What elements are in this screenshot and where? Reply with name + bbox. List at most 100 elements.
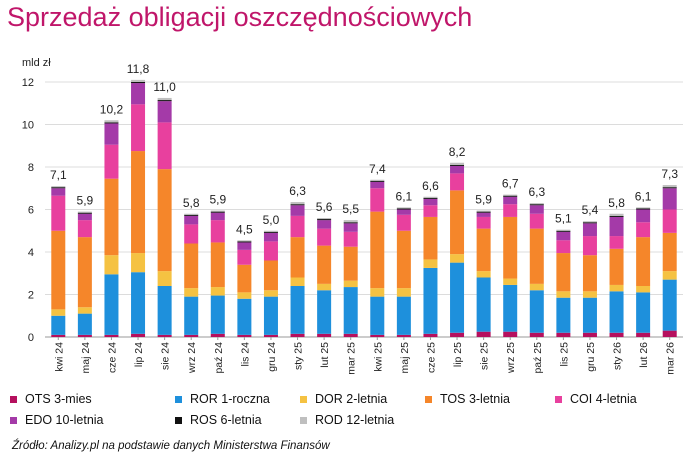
bar-segment bbox=[77, 211, 92, 213]
bar-segment bbox=[476, 212, 491, 217]
bar-segment bbox=[556, 231, 571, 241]
bar-segment bbox=[343, 222, 358, 224]
bar-segment bbox=[396, 296, 411, 335]
total-label: 5,8 bbox=[183, 196, 200, 210]
total-label: 10,2 bbox=[100, 102, 124, 116]
total-label: 7,4 bbox=[369, 162, 386, 176]
bar-segment bbox=[157, 97, 172, 101]
bar-segment bbox=[263, 232, 278, 242]
bar-segment bbox=[476, 228, 491, 272]
bar-segment bbox=[662, 232, 677, 272]
bar-segment bbox=[104, 334, 119, 337]
x-tick-label: lip 24 bbox=[133, 342, 145, 367]
bar-segment bbox=[77, 212, 92, 214]
bar-segment bbox=[210, 333, 225, 337]
bar-segment bbox=[263, 230, 278, 232]
bar-segment bbox=[157, 286, 172, 335]
bar-segment bbox=[396, 207, 411, 209]
y-tick-label: 10 bbox=[22, 120, 34, 132]
total-label: 5,8 bbox=[608, 196, 625, 210]
bar-segment bbox=[396, 288, 411, 297]
bar-segment bbox=[636, 208, 651, 210]
bar-segment bbox=[529, 203, 544, 205]
bar-segment bbox=[317, 245, 332, 284]
bar-segment bbox=[582, 221, 597, 223]
bar-segment bbox=[609, 291, 624, 333]
y-tick-label: 12 bbox=[22, 77, 34, 89]
bar-segment bbox=[370, 296, 385, 335]
bar-segment bbox=[77, 213, 92, 221]
bar-segment bbox=[609, 215, 624, 217]
bar-segment bbox=[370, 288, 385, 297]
bar-segment bbox=[556, 291, 571, 298]
total-label: 5,6 bbox=[316, 200, 333, 214]
legend-label: DOR 2-letnia bbox=[315, 392, 388, 406]
bar-segment bbox=[476, 271, 491, 278]
x-tick-label: lis 25 bbox=[558, 342, 570, 367]
y-axis-label: mld zł bbox=[22, 57, 51, 69]
bar-segment bbox=[104, 123, 119, 145]
bar-segment bbox=[263, 290, 278, 297]
bar-segment bbox=[290, 277, 305, 286]
total-label: 7,3 bbox=[661, 167, 678, 181]
legend-item: OTS 3-mies bbox=[10, 392, 92, 406]
x-tick-label: sie 25 bbox=[479, 342, 491, 370]
total-label: 5,1 bbox=[555, 212, 572, 226]
bar-segment bbox=[131, 79, 146, 82]
bar-segment bbox=[582, 332, 597, 337]
bar-segment bbox=[423, 205, 438, 217]
bar-segment bbox=[476, 277, 491, 332]
legend-swatch bbox=[300, 416, 307, 424]
bar-segment bbox=[503, 216, 518, 279]
source-note: Źródło: Analizy.pl na podstawie danych M… bbox=[12, 440, 330, 452]
bar-segment bbox=[263, 296, 278, 335]
bar-segment bbox=[104, 144, 119, 179]
bar-segment bbox=[184, 213, 199, 215]
bar-segment bbox=[529, 332, 544, 337]
bar-segment bbox=[370, 334, 385, 337]
bar-segment bbox=[582, 255, 597, 292]
bar-segment bbox=[529, 228, 544, 284]
total-label: 6,1 bbox=[396, 189, 413, 203]
bar-segment bbox=[609, 284, 624, 292]
bar-segment bbox=[476, 210, 491, 212]
x-tick-label: paź 25 bbox=[532, 342, 544, 374]
legend-item: TOS 3-letnia bbox=[425, 392, 510, 406]
bar-segment bbox=[131, 272, 146, 334]
bar-segment bbox=[582, 236, 597, 256]
bar-segment bbox=[104, 120, 119, 123]
y-tick-label: 8 bbox=[28, 162, 34, 174]
bar-segment bbox=[51, 187, 66, 189]
bar-segment bbox=[450, 173, 465, 191]
bar-segment bbox=[131, 151, 146, 254]
x-tick-label: lut 25 bbox=[319, 342, 331, 368]
bar-segment bbox=[131, 333, 146, 337]
bar-segment bbox=[237, 249, 252, 265]
bar-segment bbox=[210, 287, 225, 296]
bar-segment bbox=[237, 242, 252, 250]
bar-segment bbox=[556, 230, 571, 232]
x-tick-label: kwi 25 bbox=[372, 342, 384, 372]
bar-segment bbox=[609, 213, 624, 216]
bar-segment bbox=[396, 230, 411, 289]
bar-segment bbox=[131, 82, 146, 84]
total-label: 6,6 bbox=[422, 179, 439, 193]
bar-segment bbox=[396, 209, 411, 215]
bar-segment bbox=[210, 220, 225, 243]
bar-segment bbox=[662, 271, 677, 280]
bar-segment bbox=[51, 334, 66, 337]
bar-segment bbox=[450, 164, 465, 166]
bar-segment bbox=[51, 188, 66, 196]
bar-segment bbox=[104, 255, 119, 275]
bar-segment bbox=[396, 214, 411, 231]
bar-segment bbox=[237, 292, 252, 299]
x-tick-label: gru 25 bbox=[585, 342, 597, 372]
bar-segment bbox=[237, 298, 252, 335]
bar-segment bbox=[529, 213, 544, 229]
x-tick-label: maj 25 bbox=[399, 342, 411, 374]
bar-segment bbox=[370, 179, 385, 181]
bar-segment bbox=[317, 290, 332, 334]
legend-label: ROS 6-letnia bbox=[190, 413, 262, 427]
total-label: 6,1 bbox=[635, 189, 652, 203]
legend-label: ROR 1-roczna bbox=[190, 392, 270, 406]
